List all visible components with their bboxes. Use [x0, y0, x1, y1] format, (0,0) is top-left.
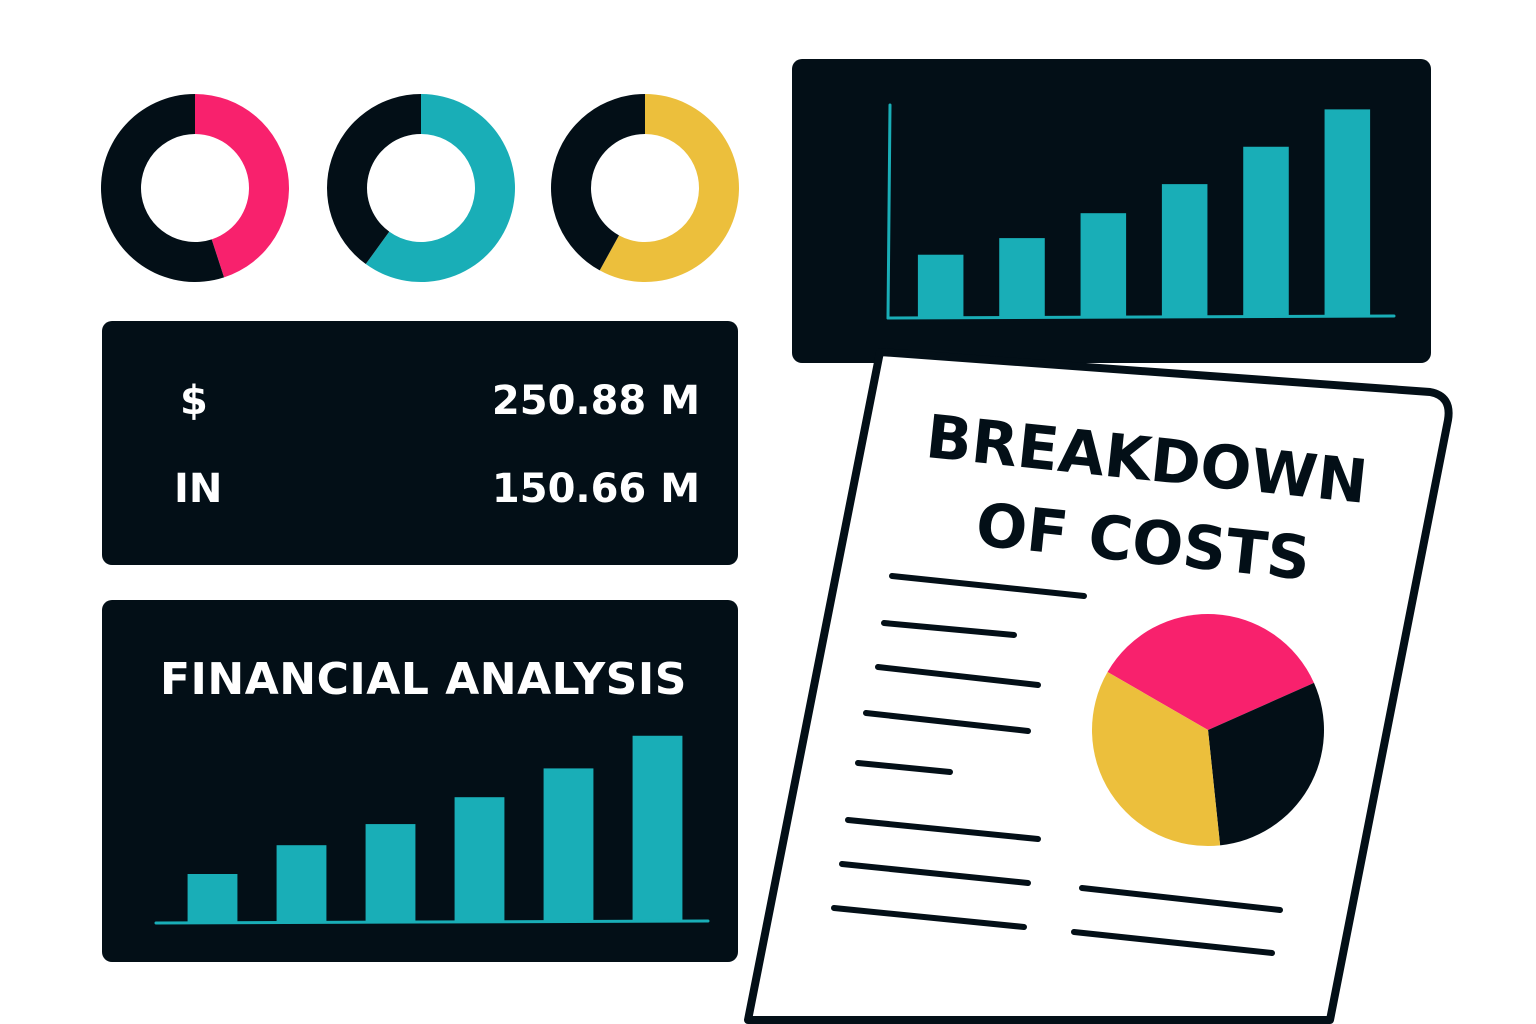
financial-analysis-bar-chart-bar-1 [187, 874, 238, 922]
top-bar-chart [886, 103, 1396, 320]
financial-analysis-bar-chart [154, 735, 710, 925]
text-line [831, 905, 1027, 930]
top-bar-chart-bar-1 [917, 254, 964, 317]
top-bar-chart-bar-6 [1324, 109, 1371, 317]
top-bar-chart-bar-3 [1080, 213, 1127, 317]
financial-analysis-panel: FINANCIAL ANALYSIS [102, 600, 738, 962]
text-line [863, 710, 1031, 734]
donut-1-segment-1 [100, 94, 225, 282]
stat-label-currency: $ [180, 378, 208, 424]
financial-analysis-title: FINANCIAL ANALYSIS [160, 654, 687, 705]
text-line [845, 817, 1041, 842]
financial-analysis-bar-chart-bar-3 [365, 824, 416, 922]
donut-charts [100, 94, 739, 282]
financial-analysis-bar-chart-bar-2 [276, 845, 327, 922]
financial-analysis-bar-chart-x-axis [154, 919, 710, 925]
donut-1 [100, 94, 289, 282]
financial-analysis-bar-chart-bar-5 [543, 768, 594, 922]
cost-breakdown-document [744, 348, 1453, 1024]
cost-breakdown-pie-slice-1 [1208, 682, 1324, 846]
text-lines [831, 573, 1283, 956]
text-line [1071, 929, 1275, 956]
stat-value-in: 150.66 M [491, 466, 700, 512]
donut-2-segment-1 [327, 94, 421, 265]
stat-value-currency: 250.88 M [491, 378, 700, 424]
donut-1-segment-0 [195, 94, 289, 278]
top-bar-chart-panel [792, 59, 1431, 363]
text-line [875, 664, 1041, 688]
donut-3-segment-0 [599, 94, 739, 282]
top-bar-chart-bar-5 [1243, 146, 1289, 317]
text-line [889, 573, 1087, 599]
text-line [855, 760, 953, 775]
top-bar-chart-bar-4 [1161, 184, 1208, 317]
stat-label-in: IN [174, 466, 223, 512]
donut-3 [550, 94, 739, 282]
document-sheet [744, 348, 1453, 1024]
text-line [839, 861, 1031, 886]
stats-panel: $ 250.88 M IN 150.66 M [102, 321, 738, 565]
donut-2-segment-0 [365, 94, 515, 282]
financial-analysis-bar-chart-bar-6 [632, 735, 683, 922]
top-bar-chart-x-axis [886, 314, 1396, 320]
financial-analysis-bar-chart-bar-4 [454, 797, 505, 922]
top-bar-chart-y-axis [886, 103, 892, 320]
text-line [1079, 885, 1283, 913]
cost-breakdown-pie-slice-0 [1107, 614, 1314, 730]
text-line [881, 620, 1017, 638]
top-bar-chart-bar-2 [999, 238, 1045, 317]
donut-2 [327, 94, 515, 282]
cost-breakdown-pie-slice-2 [1092, 672, 1221, 847]
donut-3-segment-1 [550, 94, 645, 271]
cost-breakdown-pie [1092, 614, 1324, 847]
